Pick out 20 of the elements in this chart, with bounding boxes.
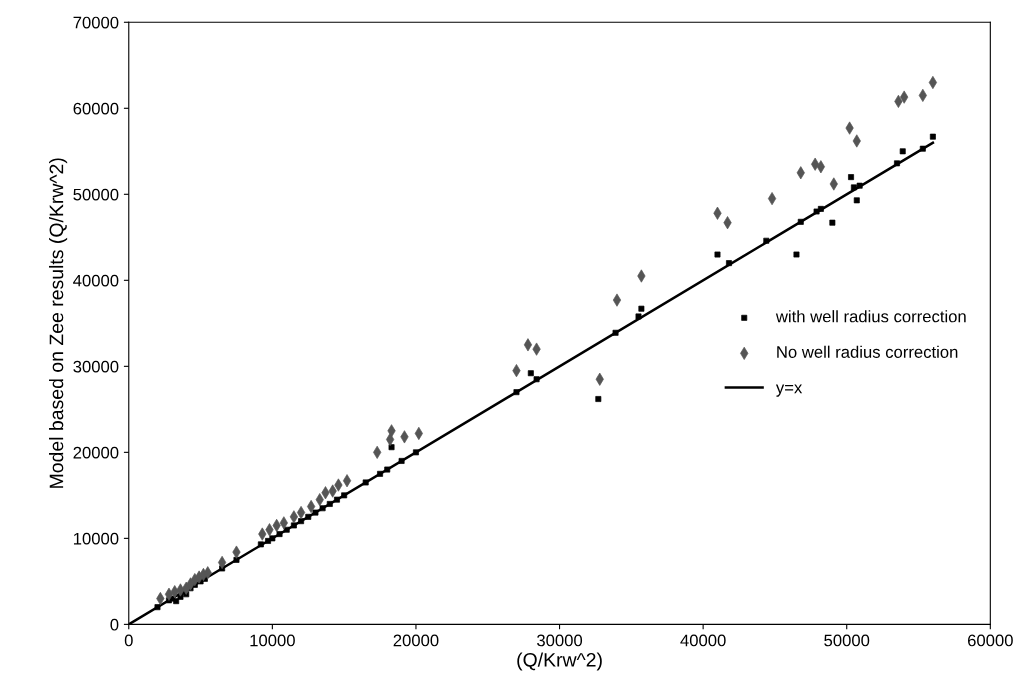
x-tick-label: 40000 xyxy=(680,634,726,647)
legend-label: with well radius correction xyxy=(775,310,966,323)
x-tick-label: 20000 xyxy=(393,634,439,647)
y-tick-label: 10000 xyxy=(73,532,119,545)
x-tick-label: 0 xyxy=(124,634,133,647)
x-tick-label: 50000 xyxy=(824,634,870,647)
y-tick-label: 40000 xyxy=(73,274,119,287)
x-axis-title: (Q/Krw^2) xyxy=(517,652,602,671)
y-tick-label: 50000 xyxy=(73,188,119,201)
x-tick-label: 10000 xyxy=(250,634,295,647)
legend-label: y=x xyxy=(775,384,803,397)
y-tick-label: 20000 xyxy=(73,446,119,459)
legend-label: No well radius correction xyxy=(777,345,958,358)
y-axis-title: Model based on Zee results (Q/Krw^2) xyxy=(49,158,68,488)
y-tick-label: 0 xyxy=(110,618,119,631)
y-tick-label: 70000 xyxy=(73,16,119,29)
x-tick-label: 60000 xyxy=(967,634,1013,647)
y-tick-label: 60000 xyxy=(73,102,119,115)
y-tick-label: 30000 xyxy=(73,360,119,373)
x-tick-label: 30000 xyxy=(537,634,583,647)
